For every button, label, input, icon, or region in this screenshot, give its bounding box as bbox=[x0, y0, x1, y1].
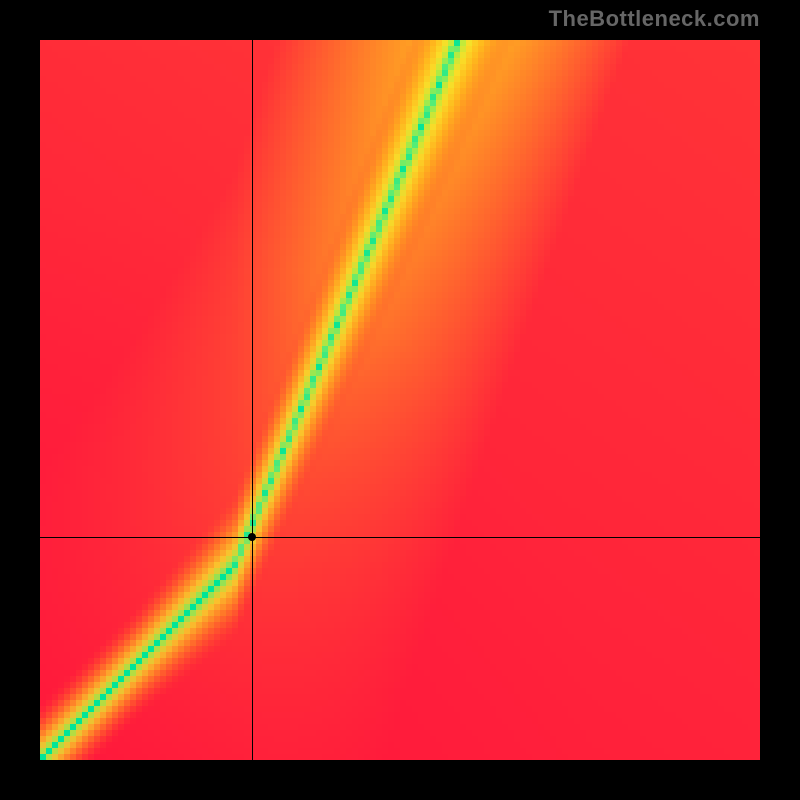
crosshair-horizontal bbox=[40, 537, 760, 538]
marker-dot bbox=[248, 533, 256, 541]
watermark-text: TheBottleneck.com bbox=[549, 6, 760, 32]
heatmap-plot bbox=[40, 40, 760, 760]
heatmap-canvas bbox=[40, 40, 760, 760]
crosshair-vertical bbox=[252, 40, 253, 760]
